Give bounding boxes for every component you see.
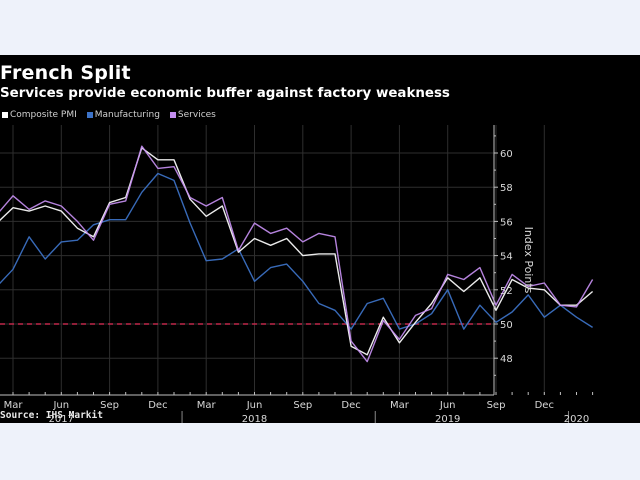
chart-subtitle: Services provide economic buffer against…: [0, 86, 450, 101]
legend: Composite PMI Manufacturing Services: [2, 110, 216, 120]
series-line-services: [0, 145, 594, 363]
y-tick-label: 60: [500, 149, 513, 160]
y-tick-label: 56: [500, 217, 513, 228]
x-tick-label: Jun: [439, 400, 456, 411]
series-line-manufacturing: [0, 172, 593, 330]
x-tick-label: Sep: [487, 400, 506, 411]
gridlines: [0, 125, 545, 395]
legend-item-manufacturing: Manufacturing: [86, 110, 160, 120]
chart-title: French Split: [0, 62, 131, 84]
chart-panel: [0, 55, 640, 423]
x-year-label: 2020: [564, 414, 589, 423]
y-axis-title: Index Points: [522, 227, 535, 294]
y-tick-label: 58: [500, 183, 513, 194]
axes: 48 50 52 54 56 58 60 Mar Jun Sep Dec Mar Jun Sep Dec Ma…: [0, 125, 594, 423]
x-tick-label: Jun: [246, 400, 263, 411]
x-tick-label: Sep: [293, 400, 312, 411]
y-tick-label: 54: [500, 252, 513, 263]
x-tick-label: Mar: [4, 400, 24, 411]
x-tick-label: Sep: [100, 400, 119, 411]
y-tick-label: 52: [500, 286, 513, 297]
legend-label-composite: Composite PMI: [10, 110, 77, 120]
x-tick-label: Dec: [535, 400, 554, 411]
legend-swatch-manufacturing: [86, 112, 93, 118]
x-year-label: 2017: [49, 414, 74, 423]
x-tick-label: Mar: [197, 400, 217, 411]
x-year-label: 2019: [435, 414, 460, 423]
legend-item-services: Services: [169, 110, 216, 120]
legend-label-services: Services: [177, 110, 216, 120]
source-note: Source: IHS Markit: [0, 410, 103, 421]
series-lines: [0, 145, 594, 363]
y-tick-label: 48: [500, 354, 513, 365]
x-year-label: 2018: [242, 414, 267, 423]
legend-swatch-composite: [2, 112, 8, 118]
legend-item-composite: Composite PMI: [2, 110, 77, 120]
legend-swatch-services: [169, 112, 176, 118]
legend-label-manufacturing: Manufacturing: [94, 110, 160, 120]
x-tick-label: Jun: [52, 400, 69, 411]
y-tick-label: 50: [500, 320, 513, 331]
x-tick-label: Mar: [390, 400, 410, 411]
series-line-composite-pmi: [0, 147, 594, 356]
line-chart: 48 50 52 54 56 58 60 Mar Jun Sep Dec Mar Jun Sep Dec Ma…: [0, 125, 594, 423]
x-tick-label: Dec: [148, 400, 167, 411]
x-tick-label: Dec: [341, 400, 360, 411]
